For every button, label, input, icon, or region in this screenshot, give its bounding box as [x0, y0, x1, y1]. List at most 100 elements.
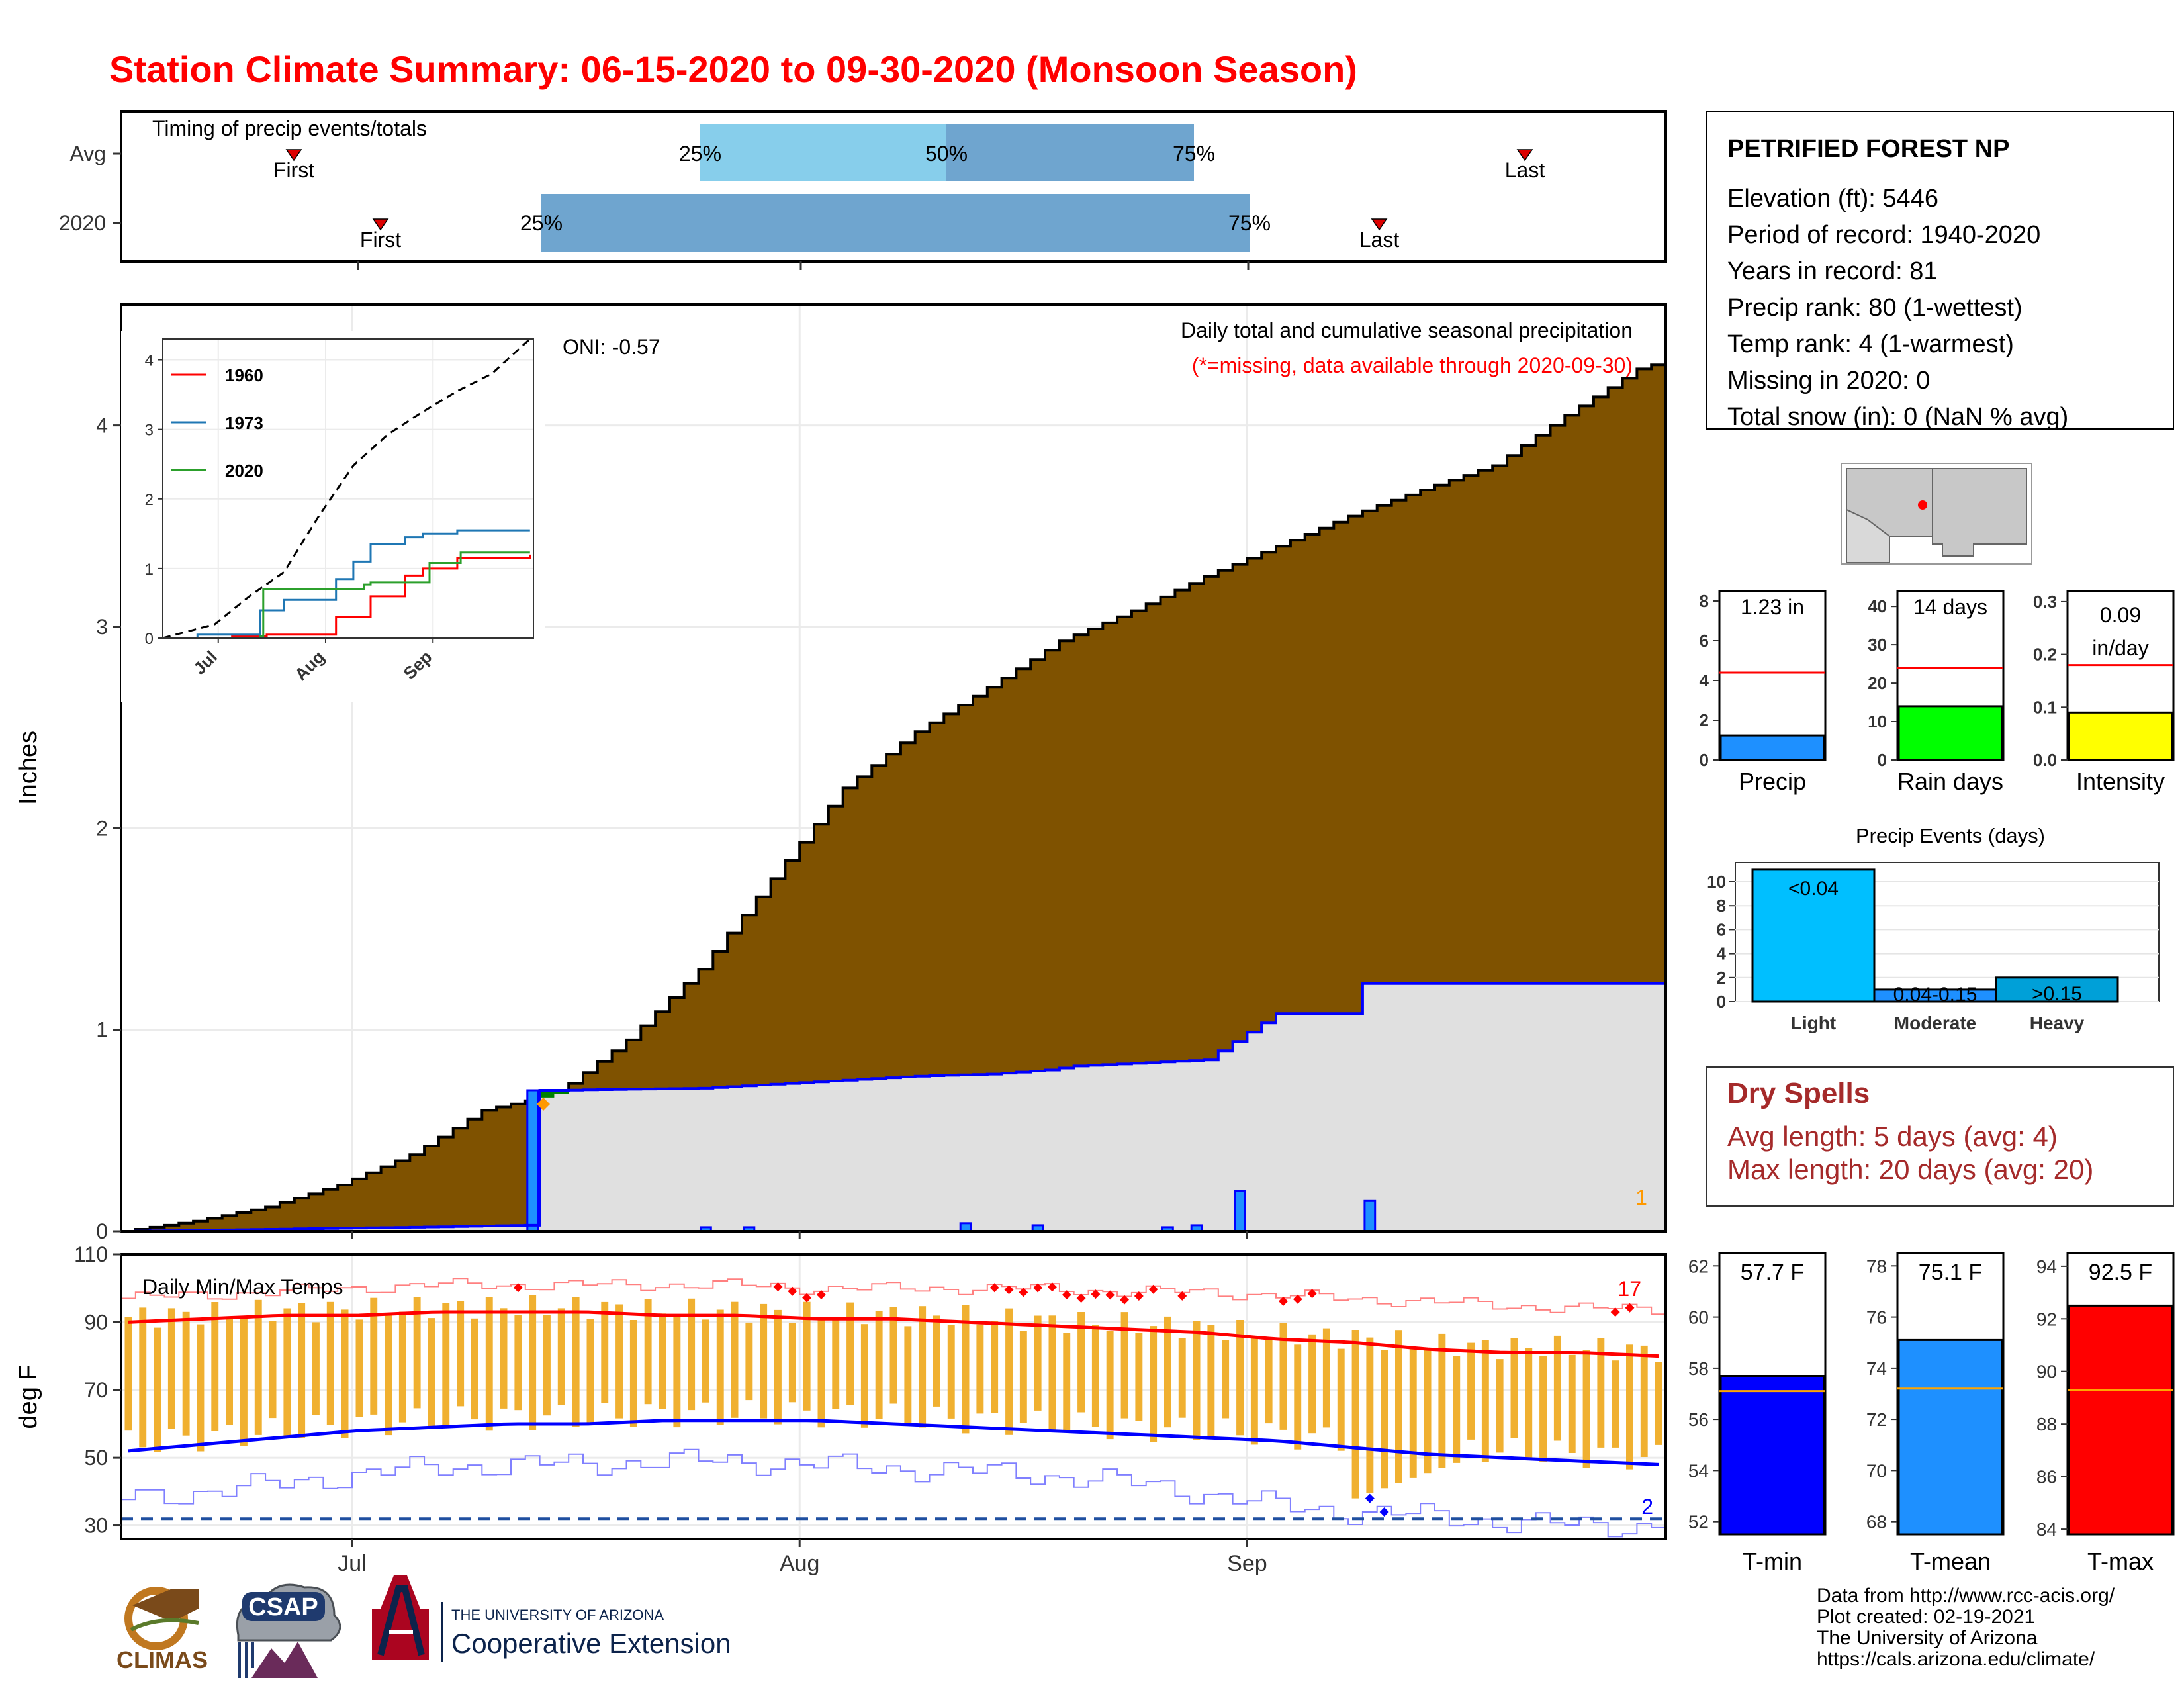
inset-line-1973: [163, 529, 530, 639]
daily-temp-bar: [832, 1318, 840, 1409]
inset-legend-1973: 1973: [225, 413, 263, 433]
daily-precip-bar: [1363, 1199, 1377, 1233]
ua-bottom-text: Cooperative Extension: [451, 1628, 731, 1659]
daily-temp-bar: [514, 1315, 522, 1411]
mini-y-tick-label: 0.2: [2033, 645, 2057, 665]
daily-temp-bar: [1150, 1326, 1158, 1442]
temp-summary-tick-label: 62: [1688, 1256, 1709, 1276]
record-high-marker: [1091, 1289, 1101, 1299]
daily-temp-bar: [1568, 1354, 1576, 1453]
tmin-label: T-min: [1743, 1548, 1802, 1575]
inset-y-tick-label: 3: [145, 422, 154, 440]
daily-temp-bar: [788, 1323, 796, 1403]
precip-y-tick-label: 3: [96, 615, 108, 639]
daily-temp-bar: [774, 1309, 782, 1425]
climas-logo: CLIMAS: [116, 1587, 208, 1673]
mini-intensity-unit: in/day: [2092, 636, 2148, 660]
temp-summary-tick-label: 60: [1688, 1307, 1709, 1328]
daily-temp-bar: [1019, 1331, 1027, 1423]
timing-panel-label: Timing of precip events/totals: [152, 117, 427, 140]
daily-temp-bar: [457, 1301, 465, 1407]
daily-temp-bar: [211, 1302, 219, 1431]
events-y-tick-label: 2: [1717, 968, 1726, 988]
temp-summary-tick-label: 52: [1688, 1512, 1709, 1532]
daily-temp-bar: [1525, 1348, 1533, 1459]
daily-temp-bar: [1366, 1337, 1374, 1493]
oni-label: ONI: -0.57: [563, 335, 660, 359]
avg-50-75-bar: [946, 124, 1194, 181]
tmax-label: T-max: [2087, 1548, 2154, 1575]
daily-precip-bar: [526, 1089, 539, 1233]
daily-temp-bar: [1005, 1308, 1013, 1435]
daily-temp-bar: [731, 1301, 739, 1418]
station-years: Years in record: 81: [1727, 258, 1938, 285]
daily-temp-bar: [1612, 1360, 1619, 1448]
precip-heading: Daily total and cumulative seasonal prec…: [1181, 318, 1633, 342]
daily-temp-bar: [385, 1315, 392, 1436]
footer-created: Plot created: 02-19-2021: [1817, 1606, 2035, 1628]
station-precip-rank: Precip rank: 80 (1-wettest): [1727, 294, 2023, 322]
footer-university: The University of Arizona: [1817, 1627, 2038, 1649]
record-high-marker: [1033, 1283, 1043, 1293]
daily-temp-bar: [1164, 1316, 1171, 1428]
events-label-moderate: 0.04-0.15: [1893, 984, 1978, 1006]
daily-temp-bar: [529, 1295, 537, 1430]
station-info: PETRIFIED FOREST NP Elevation (ft): 5446…: [1706, 111, 2174, 431]
daily-temp-bar: [1178, 1338, 1186, 1418]
mini-raindays-value: 14 days: [1913, 595, 1987, 619]
record-high-marker: [1134, 1291, 1144, 1301]
record-high-marker: [1062, 1290, 1071, 1300]
daily-temp-bar: [1207, 1325, 1215, 1437]
daily-temp-bar: [485, 1297, 493, 1431]
mini-y-tick-label: 0: [1878, 750, 1887, 770]
avg-last-label: Last: [1505, 158, 1545, 182]
mini-value-bar: [1719, 734, 1825, 761]
summary-bar-charts: 0 2 4 6 8 0 10 20 30 40 0.0 0.1 0.2 0.3: [1700, 590, 2175, 770]
mini-value-bar: [2068, 711, 2173, 761]
daily-temp-bar: [1655, 1362, 1662, 1445]
daily-temp-bar: [673, 1317, 681, 1428]
first-event-marker: [537, 1098, 550, 1111]
mini-y-tick-label: 10: [1868, 712, 1887, 731]
record-high-marker: [1105, 1290, 1115, 1300]
daily-temp-bar: [1279, 1323, 1287, 1430]
mini-y-tick-label: 4: [1700, 671, 1709, 690]
temp-summary-tick-label: 78: [1866, 1256, 1887, 1276]
record-high-marker: [1047, 1282, 1057, 1292]
temp-summary-tick-label: 94: [2036, 1256, 2057, 1277]
daily-temp-bar: [1322, 1328, 1330, 1428]
record-high-marker: [1177, 1291, 1187, 1301]
temp-panel: 30 50 70 90 110 Jul Aug Sep deg F Daily Min/Ma…: [15, 1243, 1667, 1576]
daily-temp-bar: [1409, 1348, 1417, 1478]
daily-temp-bar: [688, 1298, 696, 1411]
mini-intensity-value: 0.09: [2100, 603, 2141, 627]
dry-spells-title: Dry Spells: [1727, 1077, 1870, 1109]
precip-events-chart: Precip Events (days) 0 2 4 6 8 10: [1707, 824, 2160, 1011]
temp-summary-tick-label: 68: [1866, 1512, 1887, 1532]
temp-summary-tick-label: 74: [1866, 1358, 1887, 1379]
daily-temp-bar: [283, 1308, 291, 1436]
inset-line-1960: [163, 554, 531, 639]
daily-temp-bar: [1034, 1315, 1042, 1411]
timing-row-2020: 2020: [59, 211, 106, 235]
climas-wordmark: CLIMAS: [116, 1646, 208, 1673]
temp-panel-label: Daily Min/Max Temps: [142, 1275, 343, 1299]
daily-temp-bar: [1236, 1320, 1244, 1436]
daily-temp-bar: [124, 1317, 132, 1431]
precip-panel-frame: [120, 303, 1667, 1233]
daily-temp-bar: [1395, 1330, 1402, 1483]
daily-temp-bar: [500, 1308, 508, 1409]
daily-temp-bar: [933, 1315, 940, 1407]
daily-temp-bar: [1424, 1348, 1432, 1474]
inset-line-2020: [163, 551, 530, 639]
timing-row-avg: Avg: [69, 142, 106, 165]
record-markers: [513, 1282, 1635, 1517]
station-temp-rank: Temp rank: 4 (1-warmest): [1727, 330, 2014, 358]
daily-temp-bar: [1453, 1356, 1461, 1463]
daily-temp-bar: [1467, 1342, 1475, 1440]
temp-y-axis: 30 50 70 90 110: [74, 1243, 121, 1538]
temp-summary-tick-label: 70: [1866, 1460, 1887, 1481]
daily-temp-bar: [341, 1309, 349, 1438]
avg-75-label: 75%: [1173, 142, 1215, 165]
